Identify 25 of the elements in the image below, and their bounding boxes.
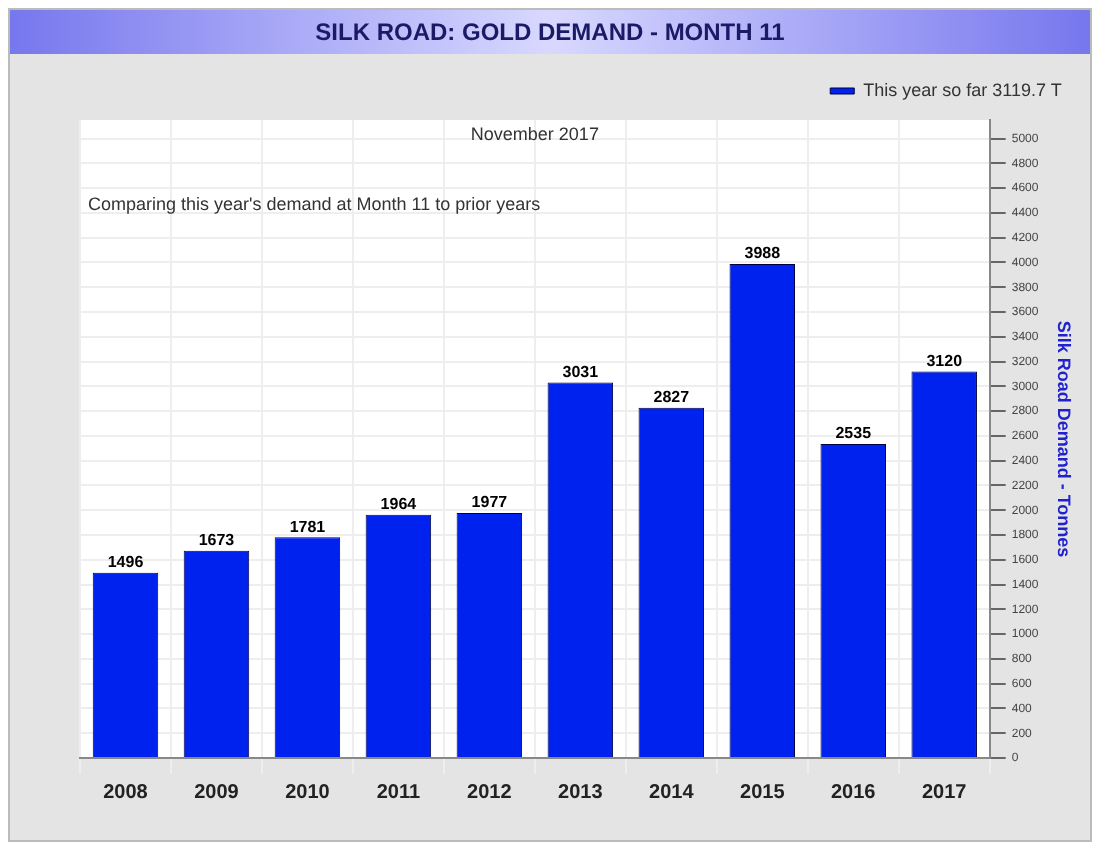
x-tick-label: 2013 bbox=[558, 781, 604, 804]
chart-subtitle: November 2017 bbox=[470, 123, 599, 144]
x-tick-label: 2015 bbox=[740, 781, 786, 804]
x-tick-label: 2011 bbox=[376, 781, 421, 804]
data-label: 3120 bbox=[926, 351, 964, 370]
data-label: 3988 bbox=[744, 244, 782, 263]
data-label: 1781 bbox=[289, 517, 327, 536]
x-tick-label: 2016 bbox=[831, 781, 877, 804]
x-tick-label: 2009 bbox=[194, 781, 240, 804]
data-label: 1496 bbox=[107, 553, 145, 572]
x-tick-label: 2008 bbox=[103, 781, 149, 804]
chart-title: SILK ROAD: GOLD DEMAND - MONTH 11 bbox=[10, 10, 1090, 54]
legend-label: This year so far 3119.7 T bbox=[863, 79, 1063, 100]
data-label: 1977 bbox=[471, 493, 509, 512]
data-label: 1964 bbox=[380, 495, 418, 514]
annotation: Comparing this year's demand at Month 11 to prior years bbox=[88, 193, 542, 214]
x-tick-label: 2014 bbox=[649, 781, 695, 804]
x-tick-label: 2012 bbox=[467, 781, 513, 804]
y-axis-title: Silk Road Demand - Tonnes bbox=[1054, 320, 1075, 558]
data-label: 1673 bbox=[198, 531, 236, 550]
data-label: 2535 bbox=[835, 424, 873, 443]
x-tick-label: 2017 bbox=[921, 781, 968, 804]
data-label: 3031 bbox=[562, 362, 600, 381]
x-tick-label: 2010 bbox=[285, 781, 331, 804]
data-label: 2827 bbox=[653, 388, 691, 407]
